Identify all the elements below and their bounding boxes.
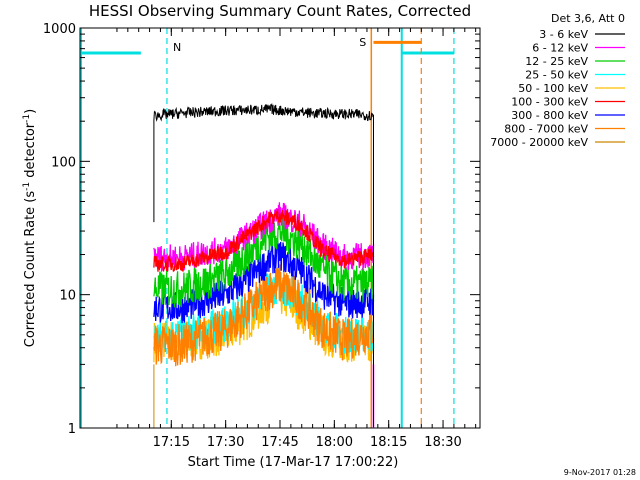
legend-label: 12 - 25 keV: [525, 55, 588, 68]
series-line: [153, 213, 375, 308]
x-tick-label: 18:30: [424, 435, 461, 450]
legend-label: 6 - 12 keV: [532, 42, 588, 55]
x-tick-label: 17:30: [207, 435, 244, 450]
legend-label: 800 - 7000 keV: [504, 123, 588, 136]
legend-label: 3 - 6 keV: [539, 28, 588, 41]
legend-label: 100 - 300 keV: [511, 96, 588, 109]
series-line: [153, 264, 375, 367]
y-axis-label: Corrected Count Rate (s-1 detector-1): [22, 109, 38, 347]
legend-label: 7000 - 20000 keV: [490, 136, 588, 149]
series-line: [153, 102, 374, 427]
footer-date: 9-Nov-2017 01:28: [564, 468, 636, 477]
axis-ticks: 17:15 17:30 17:45 18:00 18:15 18:30 1 10 100 1000: [43, 22, 480, 450]
legend-label: 50 - 100 keV: [518, 82, 588, 95]
legend-header: Det 3,6, Att 0: [551, 12, 625, 25]
legend-label: 300 - 800 keV: [511, 109, 588, 122]
x-tick-label: 17:15: [153, 435, 190, 450]
legend-label: 25 - 50 keV: [525, 69, 588, 82]
saa-label-s: S: [359, 36, 366, 49]
y-tick-label: 1: [68, 422, 76, 437]
x-tick-label: 18:15: [370, 435, 407, 450]
y-tick-label: 100: [51, 155, 76, 170]
y-tick-label: 10: [59, 289, 76, 304]
x-tick-label: 18:00: [316, 435, 353, 450]
x-tick-label: 17:45: [261, 435, 298, 450]
y-tick-label: 1000: [43, 22, 76, 37]
series-layer: [153, 102, 375, 427]
x-axis-label: Start Time (17-Mar-17 17:00:22): [188, 455, 399, 470]
chart-title: HESSI Observing Summary Count Rates, Cor…: [89, 2, 471, 20]
night-label-n: N: [173, 41, 181, 54]
series-line: [153, 208, 375, 272]
